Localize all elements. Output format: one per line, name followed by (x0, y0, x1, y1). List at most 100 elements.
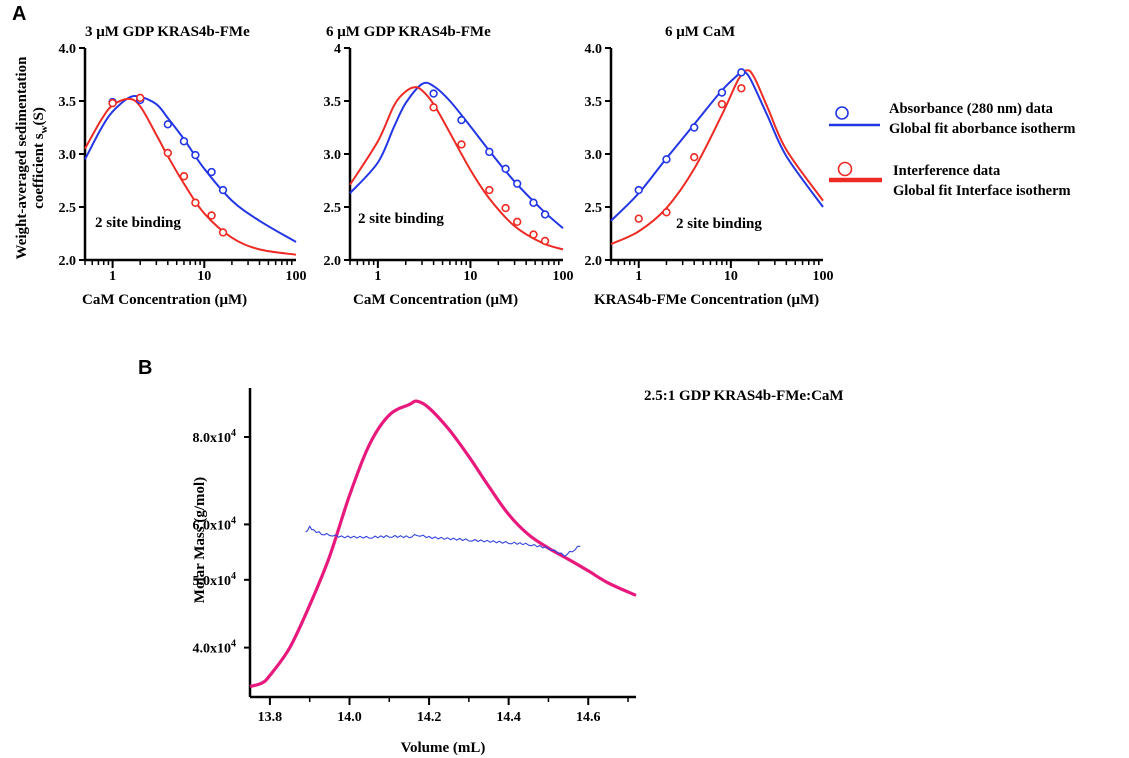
ri-trace-line (249, 399, 637, 689)
interference-point (136, 93, 145, 103)
interference-point (108, 98, 117, 108)
x-tick-label: 100 (813, 269, 834, 284)
chart-panel-b: 2.5:1 GDP KRAS4b-FMe:CaM Volume (mL) Molar… (192, 388, 844, 756)
x-tick-label: 100 (553, 269, 574, 284)
y-tick-label: 2.0 (585, 254, 603, 269)
y-tick-label: 3.5 (324, 95, 342, 110)
x-tick-label: 100 (286, 269, 307, 284)
x-tick-label: 10 (197, 269, 211, 284)
x-tick-label: 13.8 (258, 710, 283, 725)
shared-y-label: Weight-averaged sedimentation coefficien… (14, 56, 50, 260)
x-axis-label: CaM Concentration (μM) (82, 292, 247, 308)
absorbance-point (512, 179, 522, 188)
absorbance-point (690, 123, 699, 132)
chart-title: 2.5:1 GDP KRAS4b-FMe:CaM (644, 388, 844, 404)
x-tick-label: 10 (724, 269, 738, 284)
interference-fit-line (610, 69, 824, 246)
x-tick-label: 1 (635, 269, 642, 284)
x-tick-label: 1 (109, 269, 116, 284)
legend-interference-data: Interference data (893, 163, 1001, 179)
charts-layer: 3 μM GDP KRAS4b-FMe CaM Concentration (μM… (59, 24, 844, 756)
panel-a-label: A (12, 3, 26, 25)
y-tick-label: 3.5 (59, 95, 77, 110)
y-tick-label: 4 (334, 42, 341, 57)
molar-mass-line (305, 525, 581, 557)
x-tick-label: 1 (374, 269, 381, 284)
interference-point (207, 211, 216, 220)
x-tick-label: 10 (463, 269, 477, 284)
shared-ylabel-line1: Weight-averaged sedimentation (14, 56, 30, 260)
y-tick-label: 8.0x104 (193, 428, 237, 446)
absorbance-fit-line (349, 81, 564, 229)
interference-point (218, 228, 228, 237)
y-tick-label: 4.0 (59, 42, 77, 57)
panel-b-label: B (138, 357, 152, 379)
chart-panel-a3: 6 μM CaM KRAS4b-FMe Concentration (μM) 2 s… (585, 24, 834, 308)
y-tick-label: 3.5 (585, 95, 603, 110)
interference-point (501, 203, 510, 213)
y-tick-label: 3.0 (585, 148, 603, 163)
absorbance-point (485, 147, 494, 157)
absorbance-point (179, 137, 189, 146)
y-axis-label: Molar Mass (g/mol) (192, 477, 208, 603)
legend: Absorbance (280 nm) data Global fit abor… (829, 101, 1075, 199)
y-tick-label: 5.0x104 (193, 571, 237, 589)
y-tick-label: 2.5 (324, 201, 342, 216)
x-tick-label: 14.0 (337, 710, 362, 725)
interference-point (634, 214, 643, 223)
interference-fit-line (84, 97, 297, 256)
x-tick-label: 14.4 (496, 710, 521, 725)
absorbance-fit-line (84, 94, 297, 243)
chart-panel-a1: 3 μM GDP KRAS4b-FMe CaM Concentration (μM… (59, 24, 307, 308)
y-tick-label: 3.0 (59, 148, 77, 163)
absorbance-point (218, 185, 228, 195)
absorbance-point (429, 89, 438, 98)
y-tick-label: 3.0 (324, 148, 342, 163)
x-axis-label: CaM Concentration (μM) (353, 292, 518, 308)
interference-point (485, 185, 494, 195)
y-tick-label: 6.0x104 (193, 515, 237, 533)
interference-point (179, 172, 189, 181)
absorbance-point (207, 167, 216, 177)
absorbance-point (457, 115, 466, 125)
interference-point (191, 198, 200, 207)
absorbance-point (737, 68, 746, 77)
annotation-text: 2 site binding (676, 216, 762, 232)
legend-absorbance-data: Absorbance (280 nm) data (889, 101, 1054, 117)
interference-point (662, 208, 671, 217)
y-tick-label: 2.0 (324, 254, 342, 269)
legend-interference-fit: Global fit Interface isotherm (893, 183, 1071, 199)
x-tick-label: 14.6 (576, 710, 601, 725)
absorbance-point (529, 198, 538, 207)
interference-point (540, 236, 550, 246)
chart-title: 3 μM GDP KRAS4b-FMe (85, 24, 250, 40)
interference-point (690, 152, 699, 162)
absorbance-point (191, 150, 200, 160)
annotation-text: 2 site binding (95, 215, 181, 231)
y-tick-label: 4.0 (585, 42, 603, 57)
interference-point (717, 99, 727, 109)
shared-ylabel-line2: coefficient sw(S) (31, 107, 50, 209)
interference-point (163, 148, 173, 158)
interference-point (529, 230, 538, 239)
x-tick-label: 14.2 (417, 710, 442, 725)
legend-absorbance-marker (835, 106, 849, 120)
absorbance-point (163, 120, 173, 129)
x-axis-label: KRAS4b-FMe Concentration (μM) (594, 292, 819, 308)
absorbance-point (662, 155, 671, 164)
legend-interference-marker (837, 161, 853, 177)
legend-absorbance-fit: Global fit aborbance isotherm (889, 121, 1075, 137)
chart-panel-a2: 6 μM GDP KRAS4b-FMe CaM Concentration (μM… (324, 24, 574, 308)
interference-point (737, 84, 746, 93)
absorbance-point (717, 88, 727, 97)
y-tick-label: 2.5 (59, 201, 77, 216)
absorbance-fit-line (610, 70, 824, 222)
interference-point (457, 140, 466, 149)
absorbance-point (540, 210, 550, 219)
x-axis-label: Volume (mL) (401, 740, 486, 756)
absorbance-point (634, 185, 643, 195)
chart-title: 6 μM CaM (665, 24, 735, 40)
y-tick-label: 4.0x104 (193, 639, 237, 657)
y-tick-label: 2.5 (585, 201, 603, 216)
chart-title: 6 μM GDP KRAS4b-FMe (326, 24, 491, 40)
